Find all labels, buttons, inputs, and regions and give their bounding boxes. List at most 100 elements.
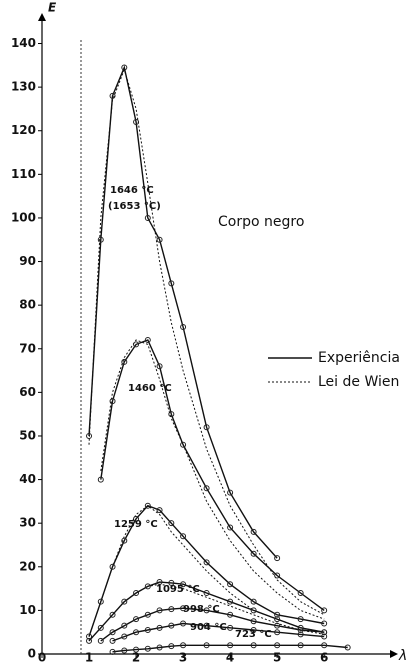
curve — [88, 504, 325, 637]
data-point — [109, 629, 116, 636]
data-point — [274, 629, 281, 636]
data-point — [180, 323, 187, 330]
data-point — [321, 633, 328, 640]
data-point — [109, 92, 116, 99]
curve-label: 723 °C — [235, 629, 272, 640]
data-point — [180, 533, 187, 540]
curve — [112, 622, 325, 642]
data-point — [168, 520, 175, 527]
data-point — [297, 589, 304, 596]
data-point — [156, 624, 163, 631]
y-tick-label: 0 — [28, 647, 36, 661]
data-point — [86, 633, 93, 640]
x-axis-arrow — [390, 650, 398, 658]
data-point — [203, 642, 210, 649]
y-tick-label: 60 — [19, 385, 36, 399]
y-tick-label: 50 — [19, 428, 36, 442]
data-point — [250, 528, 257, 535]
y-tick-label: 20 — [19, 559, 36, 573]
data-point — [133, 589, 140, 596]
data-point — [97, 236, 104, 243]
data-point — [97, 476, 104, 483]
data-point — [109, 648, 116, 655]
y-tick-label: 100 — [11, 210, 36, 224]
data-point — [274, 616, 281, 623]
data-point — [250, 607, 257, 614]
data-point — [321, 620, 328, 627]
y-tick-label: 70 — [19, 341, 36, 355]
curve — [88, 583, 325, 642]
data-point — [97, 598, 104, 605]
data-point — [168, 579, 175, 586]
x-tick-label: 5 — [273, 651, 281, 664]
x-tick-label: 2 — [132, 651, 140, 664]
data-point — [227, 624, 234, 631]
data-point — [156, 363, 163, 370]
data-point — [203, 607, 210, 614]
data-point — [109, 398, 116, 405]
legend-label: Experiência — [318, 350, 400, 366]
curve-label: 1259 °C — [114, 519, 158, 530]
curve-label: 998 °C — [183, 604, 220, 615]
data-point — [203, 622, 210, 629]
curve-label: 904 °C — [190, 622, 227, 633]
y-tick-label: 10 — [19, 603, 36, 617]
data-point — [203, 424, 210, 431]
data-point — [227, 642, 234, 649]
curve-label: 1460 °C — [128, 383, 172, 394]
data-point — [227, 611, 234, 618]
data-point — [297, 631, 304, 638]
data-point — [227, 524, 234, 531]
y-tick-label: 130 — [11, 80, 36, 94]
data-point — [133, 646, 140, 653]
y-tick-label: 120 — [11, 123, 36, 137]
x-axis-label: λ — [398, 648, 407, 664]
legend-label: Lei de Wien — [318, 374, 399, 390]
data-point — [297, 616, 304, 623]
data-point — [180, 581, 187, 588]
data-point — [109, 611, 116, 618]
data-point — [321, 642, 328, 649]
y-tick-label: 30 — [19, 516, 36, 530]
x-tick-label: 4 — [226, 651, 234, 664]
data-point — [168, 411, 175, 418]
y-axis-label: E — [48, 1, 57, 15]
data-point — [274, 622, 281, 629]
data-point — [97, 637, 104, 644]
data-point — [168, 622, 175, 629]
data-point — [274, 611, 281, 618]
data-point — [109, 637, 116, 644]
x-tick-label: 3 — [179, 651, 187, 664]
chart-title: Corpo negro — [218, 214, 304, 230]
data-point — [227, 581, 234, 588]
data-point — [180, 441, 187, 448]
data-point — [144, 583, 151, 590]
y-tick-label: 40 — [19, 472, 36, 486]
x-tick-label: 1 — [85, 651, 93, 664]
data-point — [121, 622, 128, 629]
data-point — [144, 645, 151, 652]
data-point — [121, 647, 128, 654]
data-point — [86, 637, 93, 644]
data-point — [250, 618, 257, 625]
data-point — [168, 280, 175, 287]
curve — [100, 339, 325, 620]
y-axis-arrow — [38, 13, 46, 21]
data-point — [168, 606, 175, 613]
y-tick-label: 140 — [11, 36, 36, 50]
x-tick-label: 0 — [38, 651, 46, 664]
data-point — [133, 515, 140, 522]
data-point — [250, 627, 257, 634]
curve-label: (1653 °C) — [108, 201, 161, 212]
data-point — [274, 555, 281, 562]
x-tick-label: 6 — [320, 651, 328, 664]
curve-label: 1646 °C — [110, 185, 154, 196]
y-tick-label: 80 — [19, 298, 36, 312]
data-point — [297, 627, 304, 634]
data-point — [250, 550, 257, 557]
data-point — [156, 507, 163, 514]
data-point — [180, 620, 187, 627]
data-point — [121, 537, 128, 544]
data-point — [168, 643, 175, 650]
